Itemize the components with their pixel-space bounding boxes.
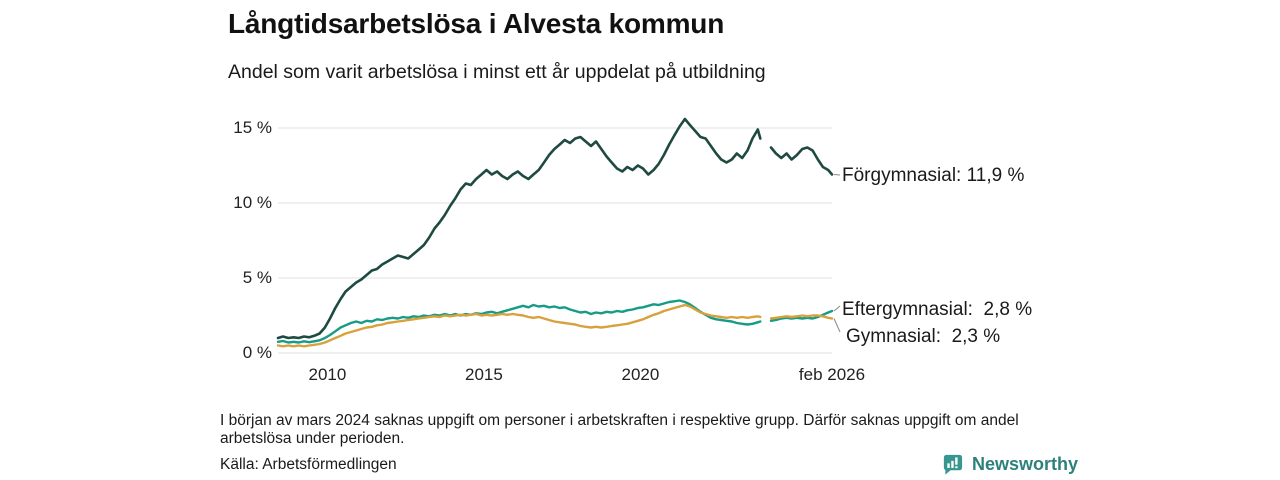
y-axis-tick-label: 0 %: [242, 343, 272, 362]
source-label: Källa: Arbetsförmedlingen: [220, 456, 397, 473]
label-leader-line: [833, 318, 841, 333]
series-label-gymnasial: Gymnasial: 2,3 %: [846, 326, 1001, 347]
page-title: Långtidsarbetslösa i Alvesta kommun: [228, 8, 725, 39]
y-axis-tick-label: 5 %: [242, 268, 272, 287]
page-subtitle: Andel som varit arbetslösa i minst ett å…: [228, 61, 766, 83]
newsworthy-chart-pin-icon: [941, 453, 964, 476]
y-axis-tick-label: 15 %: [233, 118, 272, 137]
line-eftergymnasial: [276, 299, 834, 344]
x-axis-tick-label: 2010: [308, 365, 347, 384]
footnote: I början av mars 2024 saknas uppgift om …: [220, 412, 1019, 447]
x-axis-tick-label: 2020: [621, 365, 660, 384]
label-leader-line: [833, 174, 841, 176]
newsworthy-logo[interactable]: Newsworthy: [941, 453, 1078, 476]
brand-name: Newsworthy: [972, 454, 1079, 474]
label-leader-line: [833, 305, 841, 312]
series-label-eftergymnasial: Eftergymnasial: 2,8 %: [842, 299, 1033, 320]
line-gymnasial: [276, 303, 834, 348]
line-forgymnasial: [276, 117, 834, 340]
y-axis-tick-label: 10 %: [233, 193, 272, 212]
x-axis-tick-label: 2015: [465, 365, 503, 384]
series-label-forgymnasial: Förgymnasial: 11,9 %: [842, 165, 1025, 186]
x-axis-tick-label: feb 2026: [798, 365, 866, 384]
